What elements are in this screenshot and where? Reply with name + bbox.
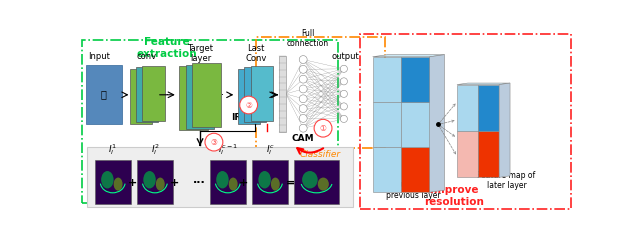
- FancyBboxPatch shape: [401, 102, 429, 147]
- FancyBboxPatch shape: [179, 66, 208, 130]
- Text: ···: ···: [216, 90, 225, 100]
- Ellipse shape: [300, 114, 307, 122]
- Ellipse shape: [114, 178, 122, 191]
- Text: Target
layer: Target layer: [188, 44, 214, 63]
- Text: Classifier: Classifier: [300, 150, 341, 159]
- Text: +: +: [239, 178, 248, 187]
- Text: Feature map of
previous layer: Feature map of previous layer: [384, 180, 442, 200]
- Ellipse shape: [156, 178, 164, 191]
- FancyBboxPatch shape: [372, 147, 401, 192]
- Text: CAM: CAM: [292, 134, 314, 143]
- Ellipse shape: [340, 65, 348, 72]
- Text: +: +: [127, 178, 137, 187]
- Ellipse shape: [300, 75, 307, 83]
- Ellipse shape: [205, 133, 223, 151]
- FancyBboxPatch shape: [95, 160, 131, 204]
- FancyBboxPatch shape: [143, 66, 165, 120]
- Text: IR: IR: [231, 113, 241, 121]
- Text: ③: ③: [211, 138, 218, 147]
- FancyBboxPatch shape: [137, 160, 173, 204]
- FancyBboxPatch shape: [401, 147, 429, 192]
- Text: $I_l^1$: $I_l^1$: [108, 142, 117, 157]
- FancyBboxPatch shape: [478, 85, 499, 131]
- Ellipse shape: [317, 178, 329, 191]
- Text: ···: ···: [160, 90, 169, 100]
- Ellipse shape: [216, 171, 228, 188]
- Ellipse shape: [340, 90, 348, 97]
- Text: 🐦: 🐦: [101, 89, 107, 99]
- FancyBboxPatch shape: [186, 65, 214, 128]
- Ellipse shape: [300, 56, 307, 63]
- FancyBboxPatch shape: [244, 67, 266, 122]
- FancyBboxPatch shape: [251, 66, 273, 120]
- FancyBboxPatch shape: [86, 65, 122, 124]
- Polygon shape: [372, 55, 445, 57]
- FancyBboxPatch shape: [478, 131, 499, 177]
- Ellipse shape: [143, 171, 156, 188]
- Ellipse shape: [314, 119, 332, 137]
- Text: Last
Conv: Last Conv: [245, 44, 267, 63]
- Text: $I_l^{c-1}$: $I_l^{c-1}$: [218, 142, 238, 157]
- Text: ···: ···: [193, 178, 205, 187]
- Ellipse shape: [300, 85, 307, 93]
- Text: Feature
extraction: Feature extraction: [136, 37, 197, 59]
- Text: +: +: [170, 178, 179, 187]
- Ellipse shape: [228, 178, 237, 191]
- Ellipse shape: [302, 171, 317, 188]
- Ellipse shape: [300, 65, 307, 73]
- Text: Improve
resolution: Improve resolution: [424, 186, 484, 207]
- Polygon shape: [429, 55, 445, 192]
- Text: conv: conv: [137, 52, 157, 61]
- Polygon shape: [499, 83, 510, 177]
- Text: ①: ①: [319, 124, 326, 133]
- FancyBboxPatch shape: [237, 69, 260, 124]
- Ellipse shape: [271, 178, 280, 191]
- Ellipse shape: [240, 96, 257, 114]
- Ellipse shape: [259, 171, 271, 188]
- FancyBboxPatch shape: [129, 69, 152, 124]
- Text: Input: Input: [88, 52, 110, 61]
- FancyBboxPatch shape: [457, 131, 478, 177]
- Ellipse shape: [340, 78, 348, 85]
- Polygon shape: [457, 83, 510, 85]
- Text: $I_l^c$: $I_l^c$: [266, 144, 275, 157]
- FancyBboxPatch shape: [192, 63, 221, 127]
- FancyBboxPatch shape: [372, 57, 401, 102]
- FancyBboxPatch shape: [457, 85, 478, 131]
- Text: =: =: [286, 178, 296, 187]
- Ellipse shape: [340, 115, 348, 122]
- FancyBboxPatch shape: [210, 160, 246, 204]
- Ellipse shape: [300, 95, 307, 103]
- Text: ②: ②: [245, 100, 252, 109]
- FancyBboxPatch shape: [136, 67, 158, 122]
- Ellipse shape: [340, 103, 348, 110]
- Ellipse shape: [300, 105, 307, 113]
- FancyBboxPatch shape: [252, 160, 288, 204]
- FancyBboxPatch shape: [401, 57, 429, 102]
- FancyBboxPatch shape: [372, 102, 401, 147]
- FancyBboxPatch shape: [88, 147, 353, 207]
- Text: Full
connection: Full connection: [287, 29, 329, 48]
- Text: $I_l^2$: $I_l^2$: [150, 142, 159, 157]
- FancyBboxPatch shape: [294, 160, 339, 204]
- Text: output: output: [332, 52, 359, 61]
- Ellipse shape: [300, 124, 307, 132]
- FancyBboxPatch shape: [280, 56, 286, 132]
- Ellipse shape: [101, 171, 114, 188]
- Text: Feature map of
later layer: Feature map of later layer: [477, 171, 536, 190]
